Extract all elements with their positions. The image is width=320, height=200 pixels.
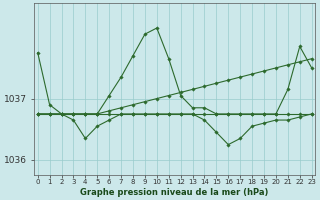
X-axis label: Graphe pression niveau de la mer (hPa): Graphe pression niveau de la mer (hPa)	[81, 188, 269, 197]
